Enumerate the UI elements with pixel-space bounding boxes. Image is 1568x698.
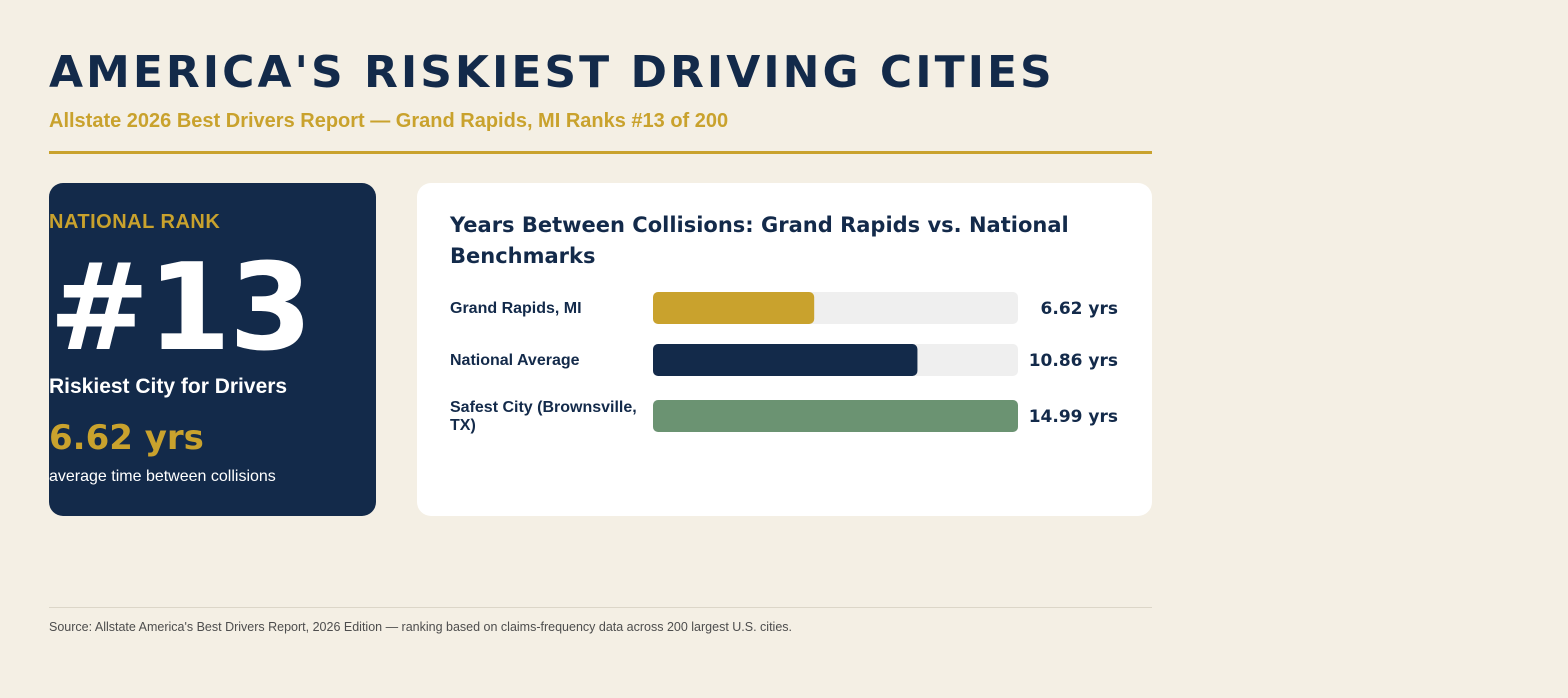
category-label: Grand Rapids, MI [450, 300, 582, 317]
chart-title: Years Between Collisions: Grand Rapids v… [450, 213, 1069, 268]
bar [653, 344, 918, 376]
rank-card [49, 183, 376, 516]
bar [653, 292, 815, 324]
page-title: AMERICA'S RISKIEST DRIVING CITIES [49, 47, 1055, 98]
value-label: 14.99 yrs [1029, 407, 1118, 427]
value-label: 10.86 yrs [1029, 351, 1118, 371]
category-label: National Average [450, 352, 580, 369]
rank-years: 6.62 yrs [49, 418, 204, 458]
bar [653, 400, 1018, 432]
footer-divider [49, 607, 1152, 608]
header-divider [49, 151, 1152, 154]
value-label: 6.62 yrs [1041, 299, 1118, 319]
rank-description: Riskiest City for Drivers [49, 375, 288, 398]
rank-caption: average time between collisions [49, 468, 276, 485]
source-note: Source: Allstate America's Best Drivers … [49, 620, 793, 634]
category-label: Safest City (Brownsville, TX) [450, 399, 637, 434]
page-subtitle: Allstate 2026 Best Drivers Report — Gran… [49, 110, 729, 132]
rank-number: #13 [49, 239, 313, 378]
rank-label: NATIONAL RANK [49, 211, 221, 233]
